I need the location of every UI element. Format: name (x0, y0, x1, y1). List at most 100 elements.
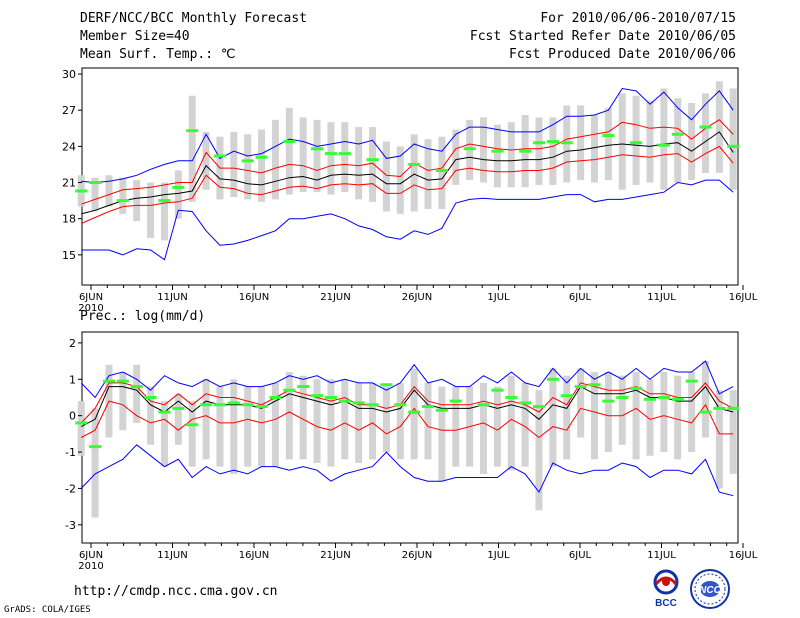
precip-obs-mark (616, 395, 629, 399)
precip-spread-box (646, 379, 654, 456)
precip-obs-mark (394, 403, 407, 407)
precip-spread_lower-line (80, 400, 734, 439)
temp-spread-box (701, 93, 709, 173)
precip-spread-box (244, 386, 252, 467)
precip-obs-mark (588, 383, 601, 387)
precip-spread-box (313, 379, 321, 463)
temp-spread-box (535, 117, 543, 185)
ncc-logo-icon: NCC (690, 569, 730, 609)
temp-spread-box (660, 88, 668, 190)
precip-x-tick-label: 11JUL (647, 550, 676, 561)
temp-spread-box (202, 131, 210, 190)
precip-spread-box (77, 401, 85, 456)
temp-spread-box (174, 170, 182, 219)
precip-obs-mark (255, 405, 268, 409)
temp-obs-mark (366, 158, 379, 162)
precip-obs-mark (297, 385, 310, 389)
precip-obs-mark (200, 403, 213, 407)
temp-obs-mark (172, 185, 185, 189)
temp-max-line (81, 87, 734, 184)
grads-credit: GrADS: COLA/IGES (4, 605, 91, 615)
temp-obs-mark (657, 143, 670, 147)
precip-y-tick-label: -2 (65, 482, 76, 495)
precip-obs-mark (366, 403, 379, 407)
temp-spread-box (91, 177, 99, 212)
chart-title: DERF/NCC/BCC Monthly Forecast (80, 11, 307, 26)
precip-year-label: 2010 (78, 561, 103, 572)
precip-obs-mark (671, 397, 684, 401)
precip-spread-box (452, 386, 460, 467)
precip-spread-box (480, 382, 488, 474)
temp-spread-box (133, 180, 141, 222)
precip-spread-box (299, 375, 307, 460)
precip-spread-box (147, 386, 155, 445)
precip-variable-label: Prec.: log(mm/d) (80, 309, 206, 324)
footer-url[interactable]: http://cmdp.ncc.cma.gov.cn (74, 584, 278, 599)
precip-spread-box (396, 382, 404, 460)
precip-spread-box (160, 401, 168, 467)
temp-obs-mark (560, 141, 573, 145)
forecast-start-date: Fcst Started Refer Date 2010/06/05 (469, 29, 736, 44)
precip-spread-box (493, 386, 501, 467)
precip-obs-mark (338, 399, 351, 403)
precip-x-tick-label: 16JUN (239, 550, 269, 561)
precip-obs-mark (172, 406, 185, 410)
precip-spread-box (410, 368, 418, 460)
precip-x-tick-label: 1JUL (487, 550, 510, 561)
temp-obs-mark (116, 199, 129, 203)
temp-spread-box (313, 119, 321, 193)
precip-spread-box (327, 379, 335, 467)
ncc-logo-text: NCC (699, 585, 721, 596)
temp-spread-box (729, 88, 737, 190)
precip-y-tick-label: -3 (65, 519, 76, 532)
temp-spread-box (230, 131, 238, 197)
precip-obs-mark (727, 406, 740, 410)
precip-obs-mark (519, 401, 532, 405)
precip-spread-box (424, 382, 432, 460)
precip-obs-mark (75, 421, 88, 425)
temp-y-tick-label: 24 (62, 140, 76, 153)
precip-obs-mark (477, 403, 490, 407)
temp-spread_lower-line (81, 145, 734, 224)
precip-x-tick-label: 21JUN (320, 550, 350, 561)
precip-x-tick-label: 6JUN (79, 550, 103, 561)
precip-obs-mark (324, 395, 337, 399)
temp-x-tick-label: 16JUL (729, 292, 758, 303)
temp-x-tick-label: 16JUN (239, 292, 269, 303)
precip-max-line (80, 360, 734, 399)
precip-obs-mark (311, 394, 324, 398)
temp-spread-box (147, 182, 155, 238)
precip-x-tick-label: 16JUL (729, 550, 758, 561)
precip-x-tick-label: 11JUN (157, 550, 187, 561)
precip-spread-box (355, 382, 363, 463)
temp-mean-line (81, 131, 734, 215)
member-size: Member Size=40 (80, 29, 190, 44)
temp-x-tick-label: 21JUN (320, 292, 350, 303)
precip-spread-box (604, 372, 612, 453)
precip-obs-mark (491, 388, 504, 392)
precip-spread-box (535, 390, 543, 511)
temp-obs-mark (491, 149, 504, 153)
precip-spread-box (174, 393, 182, 445)
precip-obs-mark (560, 394, 573, 398)
temp-obs-mark (519, 149, 532, 153)
precip-obs-mark (533, 405, 546, 409)
temp-chart: 15 18 21 24 27 30 6JUN 11JUN 16JUN 21JUN 26JUN 1JUL… (62, 67, 758, 314)
temp-obs-mark (630, 141, 643, 145)
precip-spread-box (729, 390, 737, 474)
precip-obs-mark (227, 401, 240, 405)
temp-spread-box (285, 107, 293, 195)
temp-obs-mark (255, 155, 268, 159)
temp-spread-box (480, 117, 488, 183)
temp-spread-box (604, 107, 612, 181)
precip-x-tick-label: 26JUN (402, 550, 432, 561)
temp-year-label: 2010 (78, 303, 103, 314)
precip-obs-mark (657, 395, 670, 399)
temp-spread-box (355, 127, 363, 200)
variable-label: Mean Surf. Temp.: ℃ (80, 47, 236, 62)
bcc-logo-icon: BCC (653, 569, 679, 608)
precip-spread-box (216, 386, 224, 467)
temp-spread-box (590, 115, 598, 183)
temp-x-tick-label: 26JUN (402, 292, 432, 303)
